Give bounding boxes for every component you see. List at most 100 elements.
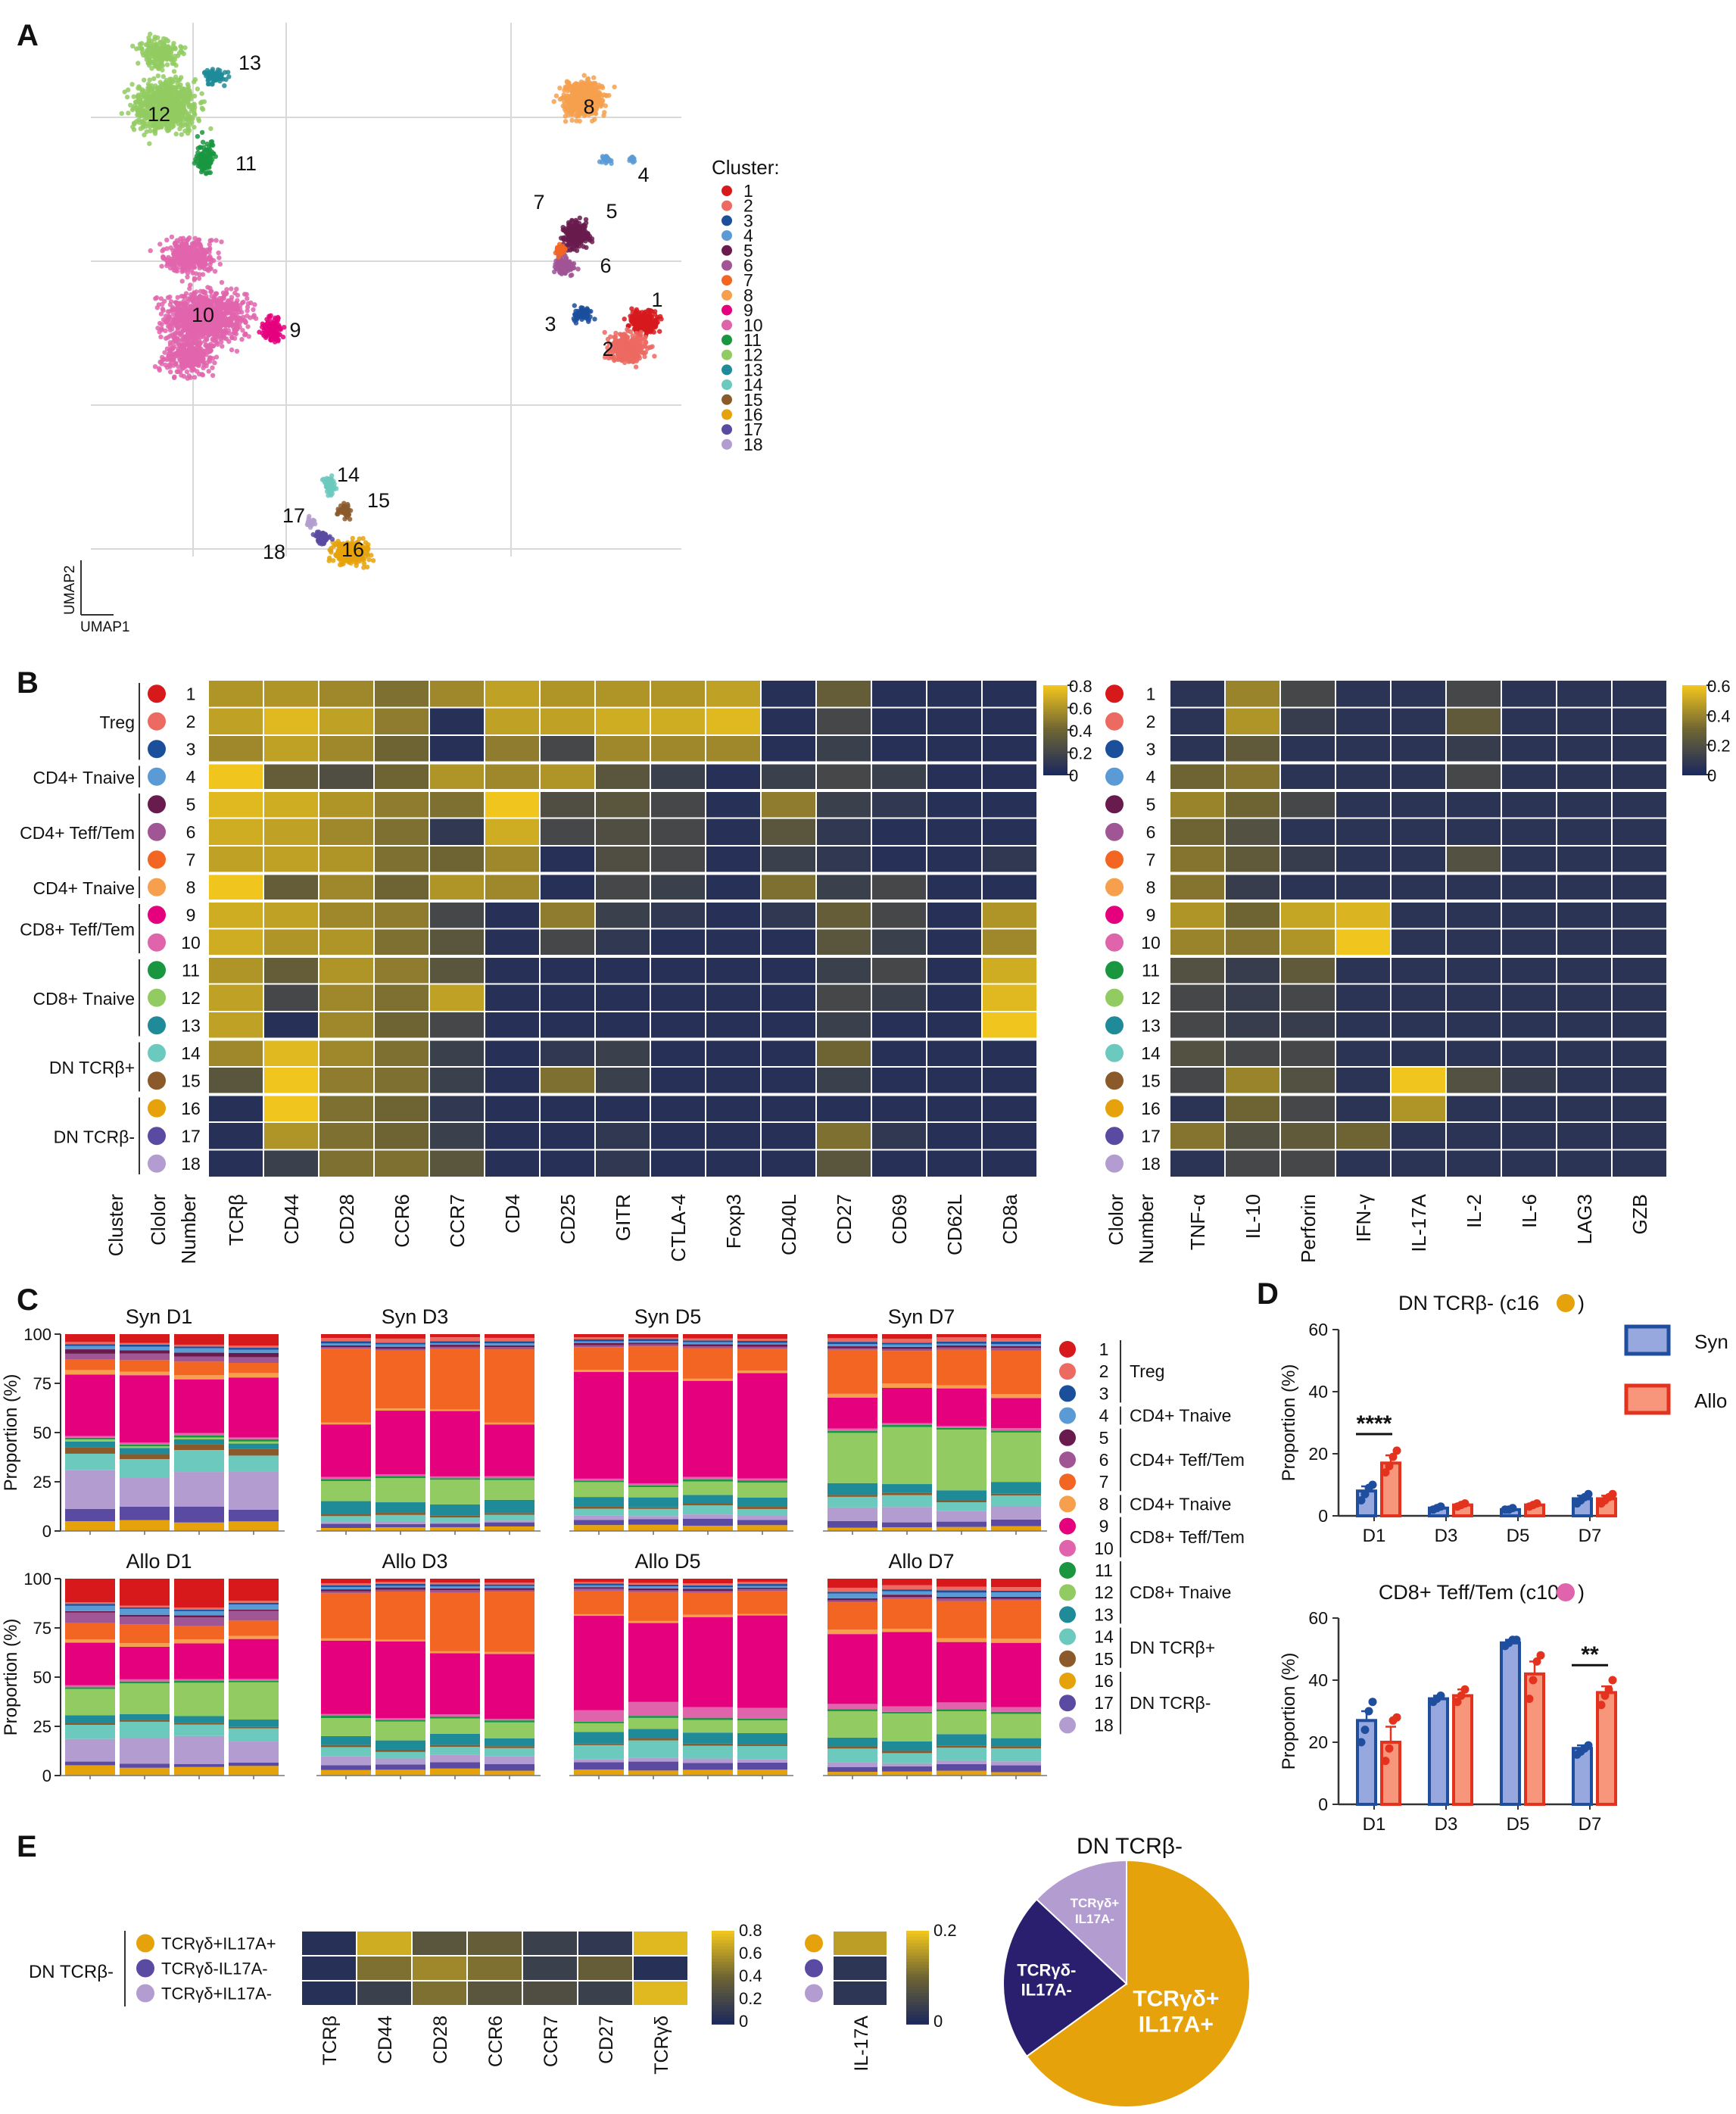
- heatmap-row-color-5: [148, 795, 166, 814]
- heatmap-row-number-8: 8: [186, 878, 196, 897]
- umap-point-c5: [579, 225, 585, 231]
- marker-heatmap-cell: [650, 845, 706, 875]
- umap-point-c10: [186, 235, 192, 241]
- umap-point-c10: [194, 248, 199, 254]
- umap-point-c7: [558, 248, 564, 254]
- panel-letter-b: B: [17, 666, 39, 700]
- marker-heatmap-cell: [263, 845, 319, 875]
- marker-heatmap-cell: [484, 762, 541, 791]
- cytokine-row-color-9: [1105, 906, 1124, 924]
- umap-point-c10: [213, 238, 219, 243]
- umap-point-c10: [185, 304, 191, 309]
- umap-point-c10: [189, 327, 195, 332]
- umap-point-c3: [572, 303, 577, 308]
- cytokine-row-color-16: [1105, 1099, 1124, 1118]
- marker-heatmap-cell: [760, 817, 817, 847]
- umap-point-c10: [207, 285, 213, 291]
- umap-point-c10: [171, 323, 176, 328]
- marker-heatmap-cell: [263, 817, 319, 847]
- umap-point-c10: [234, 312, 239, 317]
- umap-point-c11: [209, 149, 214, 154]
- umap-point-c2: [630, 333, 635, 338]
- umap-point-c12: [138, 126, 143, 132]
- umap-point-c10: [184, 251, 190, 257]
- marker-heatmap-cell: [705, 762, 762, 791]
- umap-point-c10: [229, 286, 234, 292]
- umap-point-c10: [227, 307, 232, 312]
- umap-point-c10: [200, 259, 205, 264]
- umap-point-c12: [169, 84, 174, 90]
- heatmap-row-color-9: [148, 906, 166, 924]
- umap-point-c10: [184, 359, 189, 364]
- umap-point-c10: [158, 311, 164, 316]
- umap-point-c10: [196, 276, 202, 281]
- umap-point-c12: [148, 51, 154, 57]
- umap-point-c10: [203, 309, 209, 314]
- marker-heatmap-cell: [760, 845, 817, 875]
- marker-heatmap-cell: [318, 762, 375, 791]
- umap-point-c10: [246, 334, 251, 339]
- umap-point-c12: [192, 79, 197, 85]
- umap-point-c8: [602, 110, 607, 115]
- umap-point-c10: [171, 344, 177, 349]
- umap-point-c10: [210, 365, 215, 370]
- umap-point-c12: [139, 95, 145, 100]
- umap-point-c11: [203, 154, 208, 160]
- heatmap-group-label: CD8+ Teff/Tem: [20, 920, 135, 940]
- cytokine-row-number-14: 14: [1141, 1043, 1161, 1063]
- umap-point-c8: [569, 117, 575, 123]
- marker-heatmap-cell: [760, 734, 817, 764]
- umap-point-c12: [140, 107, 145, 112]
- marker-heatmap-cell: [484, 734, 541, 764]
- marker-heatmap-cell: [207, 790, 264, 819]
- umap-point-c1: [646, 328, 652, 334]
- umap-point-c10: [172, 241, 178, 247]
- umap-point-c10: [159, 354, 165, 360]
- cytokine-row-color-3: [1105, 740, 1124, 759]
- umap-point-c12: [191, 103, 196, 108]
- umap-point-c8: [564, 97, 569, 102]
- cytokine-row-color-7: [1105, 850, 1124, 869]
- umap-point-c10: [245, 296, 250, 301]
- marker-heatmap-cell: [594, 734, 651, 764]
- marker-heatmap-cell: [539, 734, 596, 764]
- umap-point-c10: [184, 335, 189, 340]
- umap-point-c12: [173, 46, 178, 51]
- heatmap-row-color-15: [148, 1071, 166, 1090]
- umap-point-c10: [155, 326, 161, 331]
- umap-point-c10: [165, 335, 171, 340]
- umap-point-c12: [174, 103, 179, 109]
- umap-point-c8: [575, 114, 581, 119]
- umap-legend-swatch-14: [722, 379, 732, 391]
- marker-heatmap-cell: [650, 734, 706, 764]
- umap-point-c13: [210, 81, 215, 86]
- umap-point-c11: [200, 164, 205, 169]
- umap-point-c3: [578, 310, 584, 315]
- umap-point-c10: [204, 337, 210, 342]
- heatmap-row-number-17: 17: [181, 1126, 201, 1146]
- umap-point-c10: [207, 238, 213, 243]
- umap-point-c12: [146, 87, 151, 92]
- umap-point-c10: [201, 289, 207, 295]
- marker-heatmap-cell: [594, 845, 651, 875]
- heatmap-row-color-16: [148, 1099, 166, 1118]
- umap-point-c8: [566, 80, 571, 86]
- umap-point-c9: [268, 338, 274, 343]
- umap-point-c2: [648, 345, 653, 350]
- umap-point-c10: [179, 294, 184, 299]
- umap-point-c12: [189, 108, 194, 114]
- marker-heatmap-cell: [207, 679, 264, 709]
- umap-point-c10: [167, 340, 173, 345]
- umap-point-c8: [577, 107, 582, 113]
- umap-point-c2: [637, 348, 643, 353]
- umap-point-c12: [154, 111, 160, 117]
- umap-point-c12: [139, 98, 144, 104]
- umap-point-c10: [170, 332, 176, 338]
- umap-point-c5: [563, 228, 568, 233]
- umap-point-c12: [147, 77, 152, 83]
- umap-point-c12: [151, 55, 157, 61]
- umap-cluster-label-16: 16: [341, 538, 364, 561]
- umap-point-c10: [154, 305, 160, 310]
- umap-legend-swatch-6: [722, 260, 732, 271]
- marker-heatmap-cell: [207, 817, 264, 847]
